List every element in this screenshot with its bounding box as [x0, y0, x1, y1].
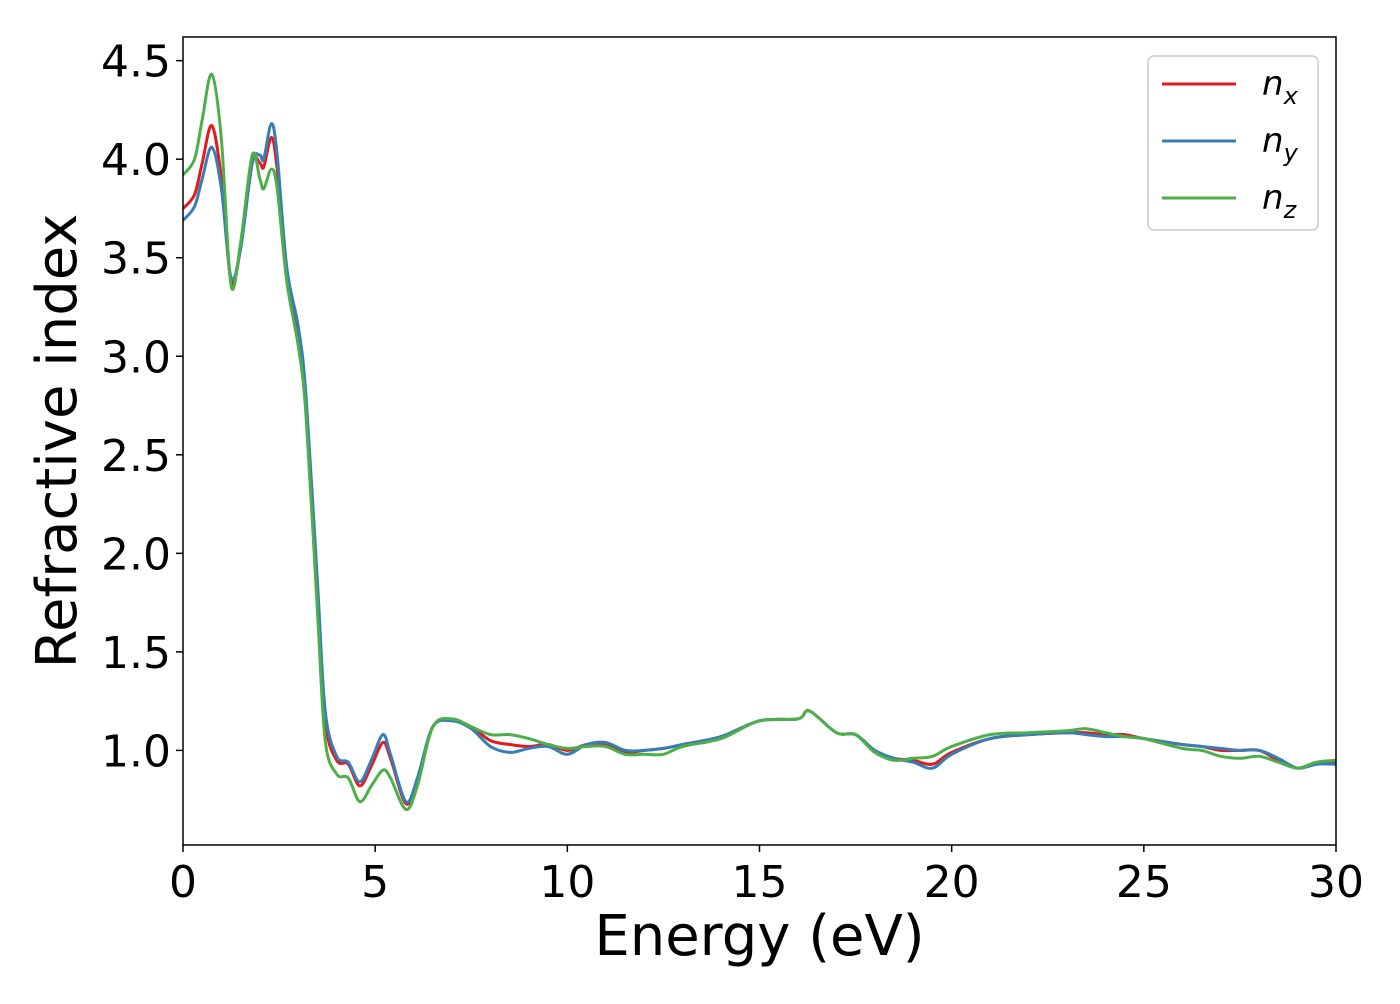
legend-label-y: ny	[1262, 121, 1299, 167]
legend-label-subscript: y	[1283, 139, 1299, 167]
legend-label-x: nx	[1262, 64, 1299, 110]
x-tick-label: 10	[539, 857, 595, 908]
x-axis-ticks: 0 5 10 15 20 25 30	[169, 845, 1364, 908]
x-tick-label: 25	[1116, 857, 1172, 908]
x-tick-label: 0	[169, 857, 197, 908]
x-axis-label: Energy (eV)	[594, 904, 924, 969]
x-tick-label: 5	[361, 857, 389, 908]
series-line-z	[183, 72, 1336, 812]
legend-label-base: n	[1262, 178, 1284, 218]
y-axis-label: Refractive index	[25, 214, 90, 669]
y-axis-ticks: 1.0 1.5 2.0 2.5 3.0 3.5 4.0 4.5	[101, 37, 183, 777]
plot-series	[183, 72, 1336, 812]
legend-box	[1147, 55, 1319, 231]
x-tick-label: 15	[732, 857, 788, 908]
y-tick-label: 2.5	[101, 431, 171, 482]
x-tick-label: 30	[1308, 857, 1364, 908]
y-tick-label: 2.0	[101, 529, 171, 580]
series-line-y	[183, 122, 1336, 804]
y-tick-label: 4.0	[101, 135, 171, 186]
x-tick-label: 20	[924, 857, 980, 908]
y-tick-label: 3.5	[101, 234, 171, 285]
legend-label-subscript: z	[1283, 196, 1298, 224]
legend-label-z: nz	[1262, 178, 1298, 224]
y-tick-label: 1.5	[101, 628, 171, 679]
legend-label-base: n	[1262, 121, 1284, 161]
y-tick-label: 4.5	[101, 37, 171, 88]
legend-label-subscript: x	[1283, 82, 1299, 110]
legend-label-base: n	[1262, 64, 1284, 104]
y-tick-label: 1.0	[101, 726, 171, 777]
y-tick-label: 3.0	[101, 332, 171, 383]
